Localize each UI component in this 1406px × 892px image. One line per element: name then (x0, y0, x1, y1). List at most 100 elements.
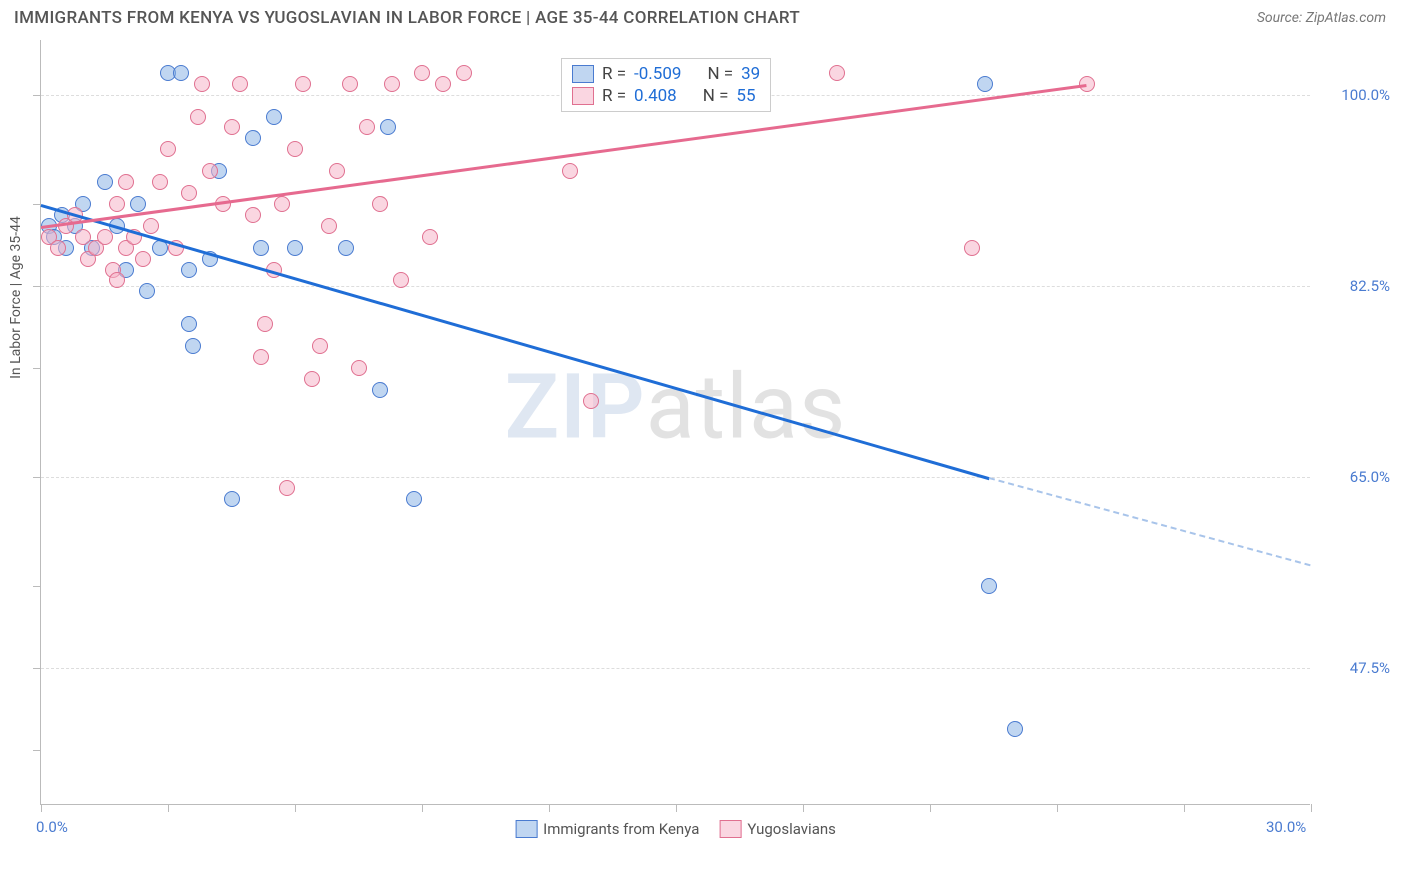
scatter-point (202, 163, 218, 179)
scatter-point (266, 109, 282, 125)
scatter-point (351, 360, 367, 376)
x-tick (168, 804, 169, 812)
x-scale-label: 30.0% (1266, 818, 1306, 836)
legend-row: R = -0.509 N = 39 (572, 63, 760, 85)
scatter-point (190, 109, 206, 125)
scatter-point (380, 119, 396, 135)
scatter-point (981, 578, 997, 594)
plot-area: ZIPatlas 100.0%82.5%65.0%47.5%0.0%30.0%R… (40, 40, 1310, 805)
scatter-point (130, 196, 146, 212)
x-tick (676, 804, 677, 812)
scatter-point (253, 240, 269, 256)
scatter-point (304, 371, 320, 387)
scatter-point (338, 240, 354, 256)
scatter-point (181, 316, 197, 332)
trend-line (41, 204, 990, 480)
n-label: N = (707, 64, 733, 84)
r-label: R = (602, 64, 626, 84)
x-tick (1184, 804, 1185, 812)
scatter-point (232, 76, 248, 92)
legend-swatch (515, 820, 537, 838)
legend-swatch (572, 87, 594, 105)
legend-item: Immigrants from Kenya (515, 820, 699, 838)
x-tick (930, 804, 931, 812)
y-tick-label: 82.5% (1320, 277, 1390, 295)
scatter-point (393, 272, 409, 288)
gridline-h (41, 286, 1310, 287)
r-value: 0.408 (634, 86, 677, 106)
series-legend: Immigrants from Kenya Yugoslavians (515, 820, 836, 838)
y-tick-label: 47.5% (1320, 659, 1390, 677)
scatter-point (562, 163, 578, 179)
r-value: -0.509 (634, 64, 681, 84)
y-axis-title: In Labor Force | Age 35-44 (8, 216, 24, 379)
scatter-point (287, 141, 303, 157)
n-value: 39 (741, 64, 760, 84)
scatter-point (50, 240, 66, 256)
y-tick-label: 65.0% (1320, 468, 1390, 486)
scatter-point (279, 480, 295, 496)
scatter-point (964, 240, 980, 256)
y-tick (33, 668, 41, 669)
legend-label: Immigrants from Kenya (543, 820, 699, 838)
scatter-point (435, 76, 451, 92)
scatter-point (977, 76, 993, 92)
x-tick (1311, 804, 1312, 812)
r-label: R = (602, 86, 626, 106)
scatter-point (321, 218, 337, 234)
scatter-point (173, 65, 189, 81)
scatter-point (245, 130, 261, 146)
scatter-point (329, 163, 345, 179)
watermark-zip: ZIP (505, 354, 646, 459)
scatter-point (97, 174, 113, 190)
legend-swatch (572, 65, 594, 83)
scatter-point (422, 229, 438, 245)
watermark: ZIPatlas (505, 354, 847, 459)
n-value: 55 (736, 86, 755, 106)
x-tick (803, 804, 804, 812)
scatter-point (245, 207, 261, 223)
scatter-point (160, 141, 176, 157)
x-tick (1057, 804, 1058, 812)
scatter-point (97, 229, 113, 245)
scatter-point (342, 76, 358, 92)
scatter-point (456, 65, 472, 81)
x-tick (422, 804, 423, 812)
scatter-point (224, 119, 240, 135)
scatter-point (253, 349, 269, 365)
y-tick (33, 95, 41, 96)
scatter-point (274, 196, 290, 212)
y-tick (33, 477, 41, 478)
y-tick (33, 750, 41, 751)
scatter-point (181, 185, 197, 201)
x-tick (41, 804, 42, 812)
legend-label: Yugoslavians (747, 820, 836, 838)
n-label: N = (703, 86, 729, 106)
legend-swatch (719, 820, 741, 838)
x-tick (549, 804, 550, 812)
scatter-point (135, 251, 151, 267)
scatter-point (384, 76, 400, 92)
scatter-point (372, 196, 388, 212)
scatter-point (287, 240, 303, 256)
y-tick (33, 286, 41, 287)
scatter-point (139, 283, 155, 299)
scatter-point (583, 393, 599, 409)
y-tick (33, 586, 41, 587)
x-scale-label: 0.0% (36, 818, 68, 836)
gridline-h (41, 477, 1310, 478)
scatter-point (829, 65, 845, 81)
scatter-point (372, 382, 388, 398)
source-label: Source: ZipAtlas.com (1257, 10, 1386, 26)
scatter-point (185, 338, 201, 354)
scatter-point (152, 174, 168, 190)
scatter-point (359, 119, 375, 135)
scatter-point (312, 338, 328, 354)
y-tick-label: 100.0% (1320, 86, 1390, 104)
trend-line-dash (989, 477, 1311, 566)
chart-container: In Labor Force | Age 35-44 ZIPatlas 100.… (40, 40, 1396, 832)
correlation-legend: R =-0.509N =39R =0.408N =55 (561, 58, 771, 112)
x-tick (295, 804, 296, 812)
scatter-point (109, 196, 125, 212)
scatter-point (414, 65, 430, 81)
